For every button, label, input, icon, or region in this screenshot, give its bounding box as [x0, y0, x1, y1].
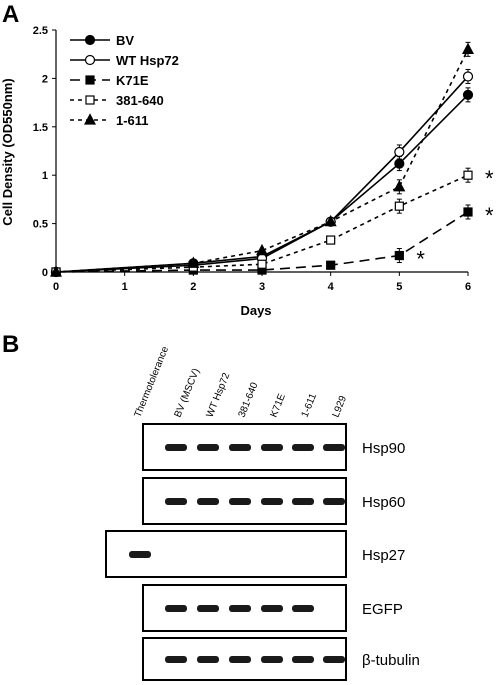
- lane-label: 1-611: [300, 392, 320, 420]
- blot-band: [165, 498, 187, 505]
- lane-label: BV (MSCV): [173, 367, 203, 419]
- blot-box-Hsp27: [105, 530, 347, 578]
- blot-band: [165, 444, 187, 451]
- x-tick-label: 0: [53, 281, 59, 293]
- blot-band: [229, 498, 251, 505]
- blot-band: [165, 656, 187, 663]
- blot-band: [261, 656, 283, 663]
- data-point-1-611: [462, 42, 474, 54]
- panel-b-letter: B: [2, 331, 19, 358]
- blot-band: [197, 498, 219, 505]
- x-tick-label: 3: [259, 281, 265, 293]
- y-tick-label: 2.5: [33, 25, 48, 37]
- data-point-381-640: [326, 235, 336, 245]
- y-tick-label: 0.5: [33, 219, 48, 231]
- series-line-381-640: [55, 174, 469, 273]
- blot-row-label: EGFP: [362, 601, 403, 618]
- x-tick-label: 4: [328, 281, 335, 293]
- chart-markers: [50, 41, 474, 278]
- blot-row-label: β-tubulin: [362, 652, 420, 669]
- significance-asterisk: *: [485, 203, 494, 228]
- blot-band: [323, 498, 345, 505]
- data-point-1-611: [324, 214, 337, 227]
- legend-label: 381-640: [116, 93, 164, 108]
- blot-band: [261, 444, 283, 451]
- blot-band: [197, 656, 219, 663]
- x-tick-label: 5: [396, 281, 402, 293]
- lane-label: L929: [331, 394, 350, 419]
- blot-band: [292, 498, 314, 505]
- blot-row-label: Hsp27: [362, 547, 405, 564]
- legend-marker: [84, 113, 96, 125]
- lane-label: Thermotolerance: [133, 345, 172, 420]
- legend-label: BV: [116, 33, 134, 48]
- series-line-WT Hsp72: [55, 75, 469, 273]
- western-blot: Thermotolerance BV (MSCV) WT Hsp72 381-640 K…: [105, 345, 420, 681]
- chart-annotations: * * *: [416, 166, 494, 271]
- legend-marker: [84, 54, 96, 66]
- blot-band: [197, 444, 219, 451]
- legend-label: WT Hsp72: [116, 53, 179, 68]
- x-axis-label: Days: [240, 303, 271, 318]
- data-point-BV: [462, 89, 474, 100]
- legend-label: 1-611: [116, 113, 149, 128]
- lane-label: WT Hsp72: [205, 371, 233, 419]
- blot-band: [129, 551, 151, 558]
- data-point-WT Hsp72: [462, 71, 474, 82]
- series-line-K71E: [55, 211, 469, 273]
- blot-band: [292, 605, 314, 612]
- blot-band: [292, 656, 314, 663]
- data-point-381-640: [257, 259, 267, 269]
- chart-lines: [55, 49, 469, 273]
- data-point-K71E: [326, 260, 336, 270]
- blot-row-label: Hsp60: [362, 494, 405, 511]
- x-tick-label: 2: [190, 281, 196, 293]
- x-tick-label: 6: [465, 281, 471, 293]
- data-point-1-611: [393, 180, 406, 192]
- data-point-381-640: [394, 201, 404, 211]
- blot-band: [229, 605, 251, 612]
- chart-ticks: 0 1 2 3 4 5 6 0 0.5 1 1.5 2 2.5: [33, 25, 471, 293]
- panel-a-letter: A: [2, 1, 19, 28]
- lane-label: 381-640: [237, 381, 261, 420]
- data-point-K71E: [394, 250, 404, 261]
- growth-chart: Days Cell Density (OD550nm) 0 1 2 3 4 5 6 0 0.5 1…: [0, 25, 494, 318]
- series-line-1-611: [55, 49, 469, 273]
- y-tick-label: 1.5: [33, 122, 48, 134]
- data-point-WT Hsp72: [394, 146, 405, 158]
- blot-band: [292, 444, 314, 451]
- blot-band: [261, 605, 283, 612]
- legend-label: K71E: [116, 73, 149, 88]
- blot-row-label: Hsp90: [362, 440, 405, 457]
- x-tick-label: 1: [122, 281, 128, 293]
- data-point-1-611: [50, 265, 62, 277]
- y-tick-label: 1: [42, 170, 48, 182]
- y-axis-label: Cell Density (OD550nm): [0, 78, 15, 225]
- data-point-BV: [394, 158, 405, 169]
- data-point-K71E: [463, 207, 473, 217]
- blot-band: [229, 656, 251, 663]
- lane-label: K71E: [269, 392, 288, 419]
- data-point-1-611: [256, 243, 268, 256]
- legend-marker: [84, 34, 96, 46]
- blot-band: [197, 605, 219, 612]
- chart-legend: BV WT Hsp72 K71E 381-640 1-611: [70, 33, 179, 128]
- blot-band: [323, 444, 345, 451]
- data-point-1-611: [187, 256, 200, 268]
- data-point-381-640: [463, 170, 473, 180]
- legend-marker: [85, 95, 95, 105]
- blot-band: [261, 498, 283, 505]
- legend-marker: [85, 75, 95, 85]
- blot-band: [165, 605, 187, 612]
- y-tick-label: 0: [42, 267, 48, 279]
- y-tick-label: 2: [42, 73, 48, 85]
- significance-asterisk: *: [485, 166, 494, 191]
- blot-band: [229, 444, 251, 451]
- blot-band: [323, 656, 345, 663]
- significance-asterisk: *: [416, 247, 425, 272]
